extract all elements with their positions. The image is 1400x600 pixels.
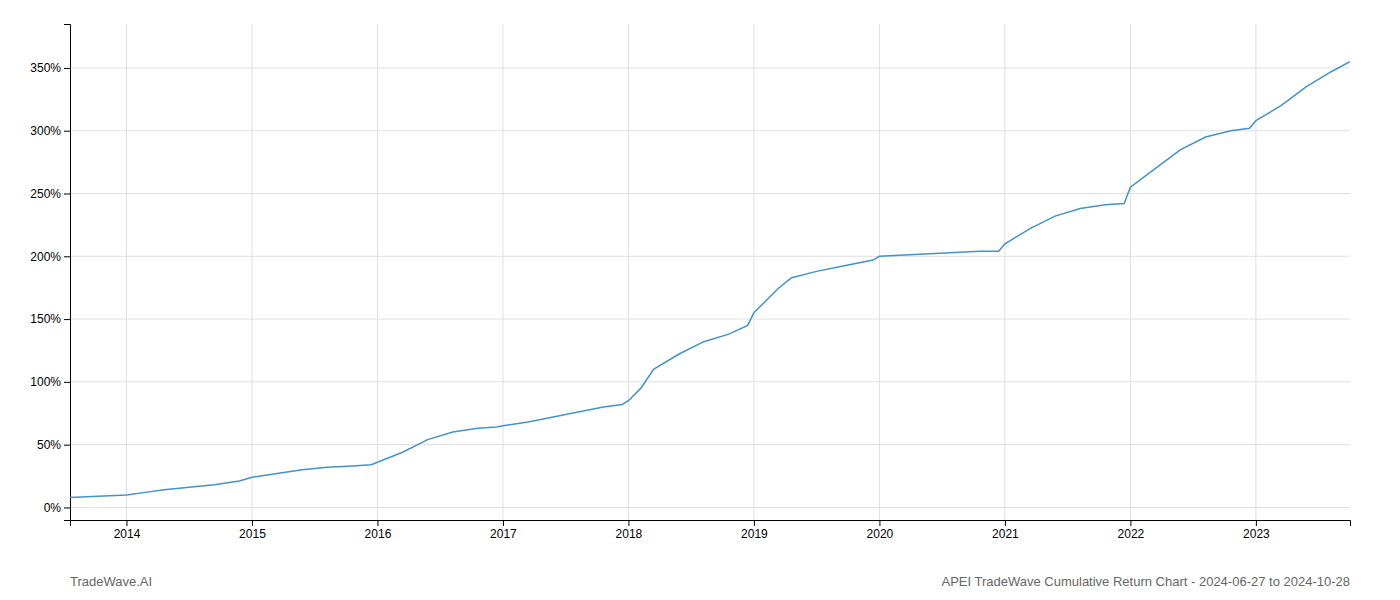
y-tick-mark bbox=[64, 445, 70, 446]
grid-line-x bbox=[377, 24, 378, 520]
data-line bbox=[70, 62, 1350, 498]
grid-line-x bbox=[1130, 24, 1131, 520]
x-tick-label: 2023 bbox=[1243, 527, 1270, 541]
x-tick: 2014 bbox=[114, 520, 141, 541]
x-tick: 2018 bbox=[616, 520, 643, 541]
y-tick-label: 350% bbox=[30, 61, 61, 75]
x-axis: 2014 2015 2016 2017 2018 2019 2020 2021 2022 2023 bbox=[71, 520, 1351, 541]
y-tick-label: 250% bbox=[30, 187, 61, 201]
x-tick-label: 2021 bbox=[992, 527, 1019, 541]
grid-line-x bbox=[879, 24, 880, 520]
x-tick-label: 2016 bbox=[365, 527, 392, 541]
y-tick-mark bbox=[64, 131, 70, 132]
x-tick-mark bbox=[1256, 520, 1257, 526]
grid-line-x bbox=[753, 24, 754, 520]
y-tick-label: 50% bbox=[37, 438, 61, 452]
grid bbox=[70, 24, 1350, 520]
y-tick-label: 150% bbox=[30, 312, 61, 326]
x-tick-label: 2014 bbox=[114, 527, 141, 541]
x-tick-mark bbox=[1005, 520, 1006, 526]
x-tick-label: 2018 bbox=[616, 527, 643, 541]
y-tick-mark bbox=[64, 507, 70, 508]
y-tick-label: 300% bbox=[30, 124, 61, 138]
x-tick: 2016 bbox=[365, 520, 392, 541]
grid-line-x bbox=[628, 24, 629, 520]
x-tick-mark bbox=[1130, 520, 1131, 526]
y-tick-mark bbox=[64, 68, 70, 69]
grid-line-x bbox=[1255, 24, 1256, 520]
x-tick-mark bbox=[754, 520, 755, 526]
grid-line-x bbox=[251, 24, 252, 520]
grid-line-x bbox=[1004, 24, 1005, 520]
x-tick-label: 2020 bbox=[867, 527, 894, 541]
x-tick: 2019 bbox=[741, 520, 768, 541]
y-tick: 150% bbox=[30, 312, 70, 326]
y-tick-mark bbox=[64, 194, 70, 195]
y-tick-label: 200% bbox=[30, 250, 61, 264]
x-tick-label: 2017 bbox=[490, 527, 517, 541]
y-tick: 100% bbox=[30, 375, 70, 389]
grid-line-y bbox=[70, 193, 1350, 194]
x-tick: 2015 bbox=[239, 520, 266, 541]
x-tick-mark bbox=[503, 520, 504, 526]
grid-line-x bbox=[126, 24, 127, 520]
grid-line-y bbox=[70, 67, 1350, 68]
y-tick-label: 0% bbox=[44, 501, 62, 515]
x-tick-label: 2015 bbox=[239, 527, 266, 541]
chart: 2014 2015 2016 2017 2018 2019 2020 2021 2022 2023… bbox=[0, 0, 1400, 600]
grid-line-y bbox=[70, 319, 1350, 320]
grid-line-y bbox=[70, 507, 1350, 508]
x-tick-mark bbox=[377, 520, 378, 526]
y-tick-mark bbox=[64, 319, 70, 320]
plot-area bbox=[70, 62, 1350, 498]
y-axis: 0% 50% 100% 150% 200% 250% 300% 350% bbox=[30, 25, 70, 521]
y-axis-line bbox=[64, 25, 71, 521]
grid-line-y bbox=[70, 381, 1350, 382]
x-tick-mark bbox=[628, 520, 629, 526]
x-tick: 2021 bbox=[992, 520, 1019, 541]
x-tick-mark bbox=[252, 520, 253, 526]
y-tick: 0% bbox=[44, 501, 70, 515]
x-tick-label: 2019 bbox=[741, 527, 768, 541]
y-tick: 300% bbox=[30, 124, 70, 138]
footer-left: TradeWave.AI bbox=[70, 574, 152, 589]
grid-line-x bbox=[502, 24, 503, 520]
y-tick-mark bbox=[64, 256, 70, 257]
x-tick-mark bbox=[879, 520, 880, 526]
y-tick: 200% bbox=[30, 250, 70, 264]
x-tick: 2017 bbox=[490, 520, 517, 541]
grid-line-y bbox=[70, 256, 1350, 257]
grid-line-y bbox=[70, 130, 1350, 131]
x-tick-label: 2022 bbox=[1118, 527, 1145, 541]
x-tick: 2020 bbox=[867, 520, 894, 541]
y-tick-mark bbox=[64, 382, 70, 383]
x-axis-line bbox=[71, 521, 1351, 527]
y-tick: 50% bbox=[37, 438, 70, 452]
y-tick-label: 100% bbox=[30, 375, 61, 389]
x-tick-mark bbox=[126, 520, 127, 526]
y-tick: 250% bbox=[30, 187, 70, 201]
x-tick: 2023 bbox=[1243, 520, 1270, 541]
grid-line-y bbox=[70, 444, 1350, 445]
footer-right: APEI TradeWave Cumulative Return Chart -… bbox=[941, 574, 1350, 589]
x-tick: 2022 bbox=[1118, 520, 1145, 541]
y-tick: 350% bbox=[30, 61, 70, 75]
